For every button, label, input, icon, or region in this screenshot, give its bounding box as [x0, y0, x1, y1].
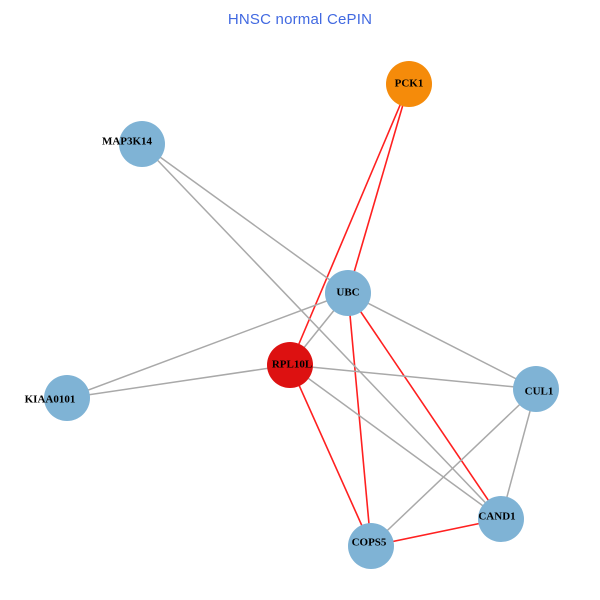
page-title: HNSC normal CePIN: [227, 11, 373, 28]
edge-ubc-cops5[interactable]: [347, 292, 372, 547]
node-cops5[interactable]: COPS5: [348, 523, 394, 569]
edge-rpl10l-kiaa0101[interactable]: [66, 364, 291, 399]
edge-ubc-map3k14[interactable]: [141, 143, 349, 294]
node-cul1[interactable]: CUL1: [513, 366, 559, 412]
edges-layer: [66, 83, 537, 547]
node-circle-cops5[interactable]: [348, 523, 394, 569]
edge-map3k14-cand1[interactable]: [141, 143, 502, 520]
node-label-map3k14: MAP3K14: [102, 136, 153, 148]
node-circle-pck1[interactable]: [386, 61, 432, 107]
edge-rpl10l-cand1[interactable]: [289, 364, 502, 520]
node-label-cand1: CAND1: [478, 511, 515, 523]
edge-cops5-cul1[interactable]: [370, 388, 537, 547]
node-circle-rpl10l[interactable]: [267, 342, 313, 388]
node-label-kiaa0101: KIAA0101: [25, 394, 76, 406]
node-circle-kiaa0101[interactable]: [44, 375, 90, 421]
node-circle-cul1[interactable]: [513, 366, 559, 412]
node-ubc[interactable]: UBC: [325, 270, 371, 316]
node-label-cul1: CUL1: [525, 386, 554, 398]
node-cand1[interactable]: CAND1: [478, 496, 524, 542]
node-kiaa0101[interactable]: KIAA0101: [25, 375, 90, 421]
node-label-pck1: PCK1: [395, 78, 424, 90]
node-label-cops5: COPS5: [352, 537, 387, 549]
node-circle-cand1[interactable]: [478, 496, 524, 542]
edge-ubc-cand1[interactable]: [347, 292, 502, 520]
node-circle-map3k14[interactable]: [119, 121, 165, 167]
edge-ubc-cul1[interactable]: [347, 292, 537, 390]
edge-pck1-ubc[interactable]: [347, 83, 410, 294]
node-pck1[interactable]: PCK1: [386, 61, 432, 107]
nodes-layer: PCK1 MAP3K14 UBC RPL10L KIAA0101 CUL1 CAND1 COP…: [25, 61, 559, 569]
edge-rpl10l-cul1[interactable]: [289, 364, 537, 390]
node-label-ubc: UBC: [336, 287, 359, 299]
node-map3k14[interactable]: MAP3K14: [102, 121, 165, 167]
edge-pck1-rpl10l[interactable]: [289, 83, 410, 366]
node-rpl10l[interactable]: RPL10L: [267, 342, 313, 388]
node-label-rpl10l: RPL10L: [272, 359, 312, 371]
node-circle-ubc[interactable]: [325, 270, 371, 316]
edge-rpl10l-cops5[interactable]: [289, 364, 372, 547]
